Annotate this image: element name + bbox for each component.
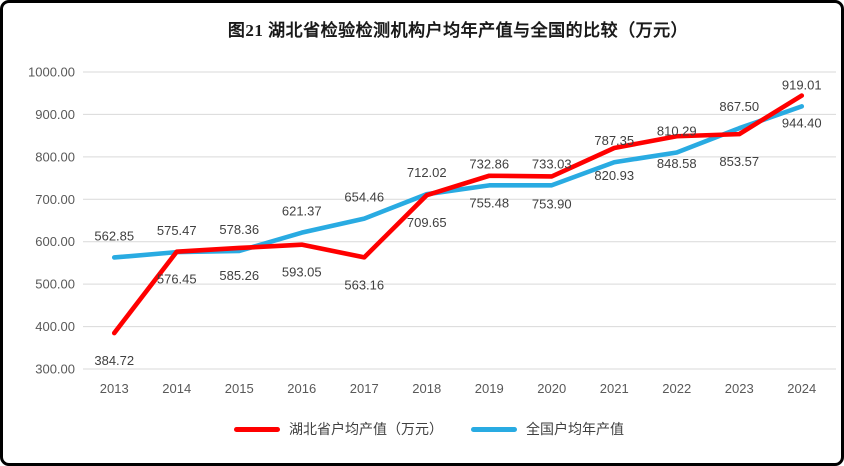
legend-label-hubei: 湖北省户均产值（万元） [289,421,443,437]
series-line-1 [111,104,805,260]
data-label: 562.85 [94,228,134,243]
y-tick-label: 900.00 [35,107,75,122]
x-tick-label: 2016 [287,381,316,396]
x-tick-label: 2023 [725,381,754,396]
data-label: 810.29 [657,123,697,138]
data-label: 753.90 [532,196,572,211]
data-label: 733.03 [532,156,572,171]
chart-plot: 300.00 400.00 500.00 600.00 700.00 800.00 900.… [28,65,836,396]
x-tick-label: 2013 [100,381,129,396]
data-label: 563.16 [344,277,384,292]
y-tick-label: 1000.00 [28,65,75,80]
x-tick-label: 2014 [162,381,191,396]
data-label: 787.35 [594,133,634,148]
y-tick-label: 300.00 [35,362,75,377]
chart-title: 图21 湖北省检验检测机构户均年产值与全国的比较（万元） [227,21,689,40]
y-tick-label: 500.00 [35,277,75,292]
x-tick-label: 2024 [787,381,816,396]
legend-line-swatch-blue [471,426,517,432]
data-label: 919.01 [782,77,822,92]
y-tick-label: 800.00 [35,149,75,164]
data-label: 820.93 [594,168,634,183]
x-tick-label: 2018 [412,381,441,396]
data-label: 654.46 [344,190,384,205]
data-label: 384.72 [94,353,134,368]
data-label: 578.36 [219,222,259,237]
data-label: 867.50 [719,99,759,114]
data-label: 575.47 [157,223,197,238]
x-tick-label: 2020 [537,381,566,396]
legend-label-national: 全国户均年产值 [526,421,624,437]
chart-legend: 湖北省户均产值（万元） 全国户均年产值 [3,419,841,439]
series-line-0 [111,93,805,336]
x-tick-label: 2015 [225,381,254,396]
x-tick-label: 2021 [600,381,629,396]
x-tick-label: 2022 [662,381,691,396]
data-label: 621.37 [282,204,322,219]
data-label: 944.40 [782,116,822,131]
data-label: 576.45 [157,272,197,287]
data-label: 848.58 [657,156,697,171]
y-tick-label: 400.00 [35,319,75,334]
data-label: 755.48 [469,196,509,211]
legend-item-hubei: 湖北省户均产值（万元） [234,419,443,439]
data-label: 593.05 [282,265,322,280]
y-tick-label: 700.00 [35,192,75,207]
data-label: 853.57 [719,154,759,169]
data-label: 585.26 [219,268,259,283]
x-tick-label: 2017 [350,381,379,396]
data-label: 712.02 [407,165,447,180]
legend-line-swatch-red [234,426,280,432]
data-label: 732.86 [469,156,509,171]
x-tick-label: 2019 [475,381,504,396]
data-label: 709.65 [407,215,447,230]
y-tick-label: 600.00 [35,234,75,249]
legend-item-national: 全国户均年产值 [471,419,624,439]
